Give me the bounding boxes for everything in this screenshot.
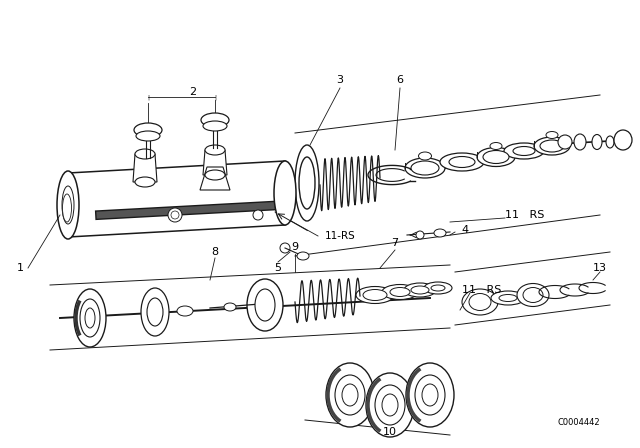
Ellipse shape (62, 186, 74, 224)
Text: 6: 6 (397, 75, 403, 85)
Ellipse shape (177, 306, 193, 316)
Polygon shape (133, 154, 157, 182)
Text: 11-RS: 11-RS (324, 231, 355, 241)
Ellipse shape (540, 140, 564, 152)
Polygon shape (200, 167, 230, 190)
Ellipse shape (404, 283, 436, 297)
Ellipse shape (422, 384, 438, 406)
Ellipse shape (440, 153, 484, 171)
Ellipse shape (363, 289, 387, 301)
Ellipse shape (224, 303, 236, 311)
Ellipse shape (534, 137, 570, 155)
Ellipse shape (295, 145, 319, 221)
Ellipse shape (434, 229, 446, 237)
Ellipse shape (342, 384, 358, 406)
Ellipse shape (491, 291, 525, 305)
Text: 11   RS: 11 RS (506, 210, 545, 220)
Ellipse shape (606, 136, 614, 148)
Text: |: | (214, 94, 216, 100)
Ellipse shape (390, 288, 410, 297)
Ellipse shape (134, 123, 162, 137)
Ellipse shape (57, 171, 79, 239)
Ellipse shape (255, 289, 275, 321)
Ellipse shape (135, 177, 155, 187)
Ellipse shape (201, 113, 229, 127)
Text: 5: 5 (275, 263, 282, 273)
Ellipse shape (141, 288, 169, 336)
Ellipse shape (299, 157, 315, 209)
Ellipse shape (326, 363, 374, 427)
Ellipse shape (74, 289, 106, 347)
Ellipse shape (523, 288, 543, 302)
Polygon shape (68, 161, 285, 237)
Ellipse shape (574, 134, 586, 150)
Ellipse shape (205, 145, 225, 155)
Ellipse shape (205, 170, 225, 180)
Ellipse shape (592, 134, 602, 150)
Ellipse shape (171, 211, 179, 219)
Ellipse shape (405, 158, 445, 178)
Ellipse shape (135, 149, 155, 159)
Ellipse shape (382, 394, 398, 416)
Text: 9: 9 (291, 242, 299, 252)
Ellipse shape (469, 293, 491, 310)
Ellipse shape (136, 131, 160, 141)
Text: |: | (147, 94, 149, 100)
Ellipse shape (80, 299, 100, 337)
Ellipse shape (449, 156, 475, 168)
Ellipse shape (415, 375, 445, 415)
Ellipse shape (424, 282, 452, 294)
Ellipse shape (168, 208, 182, 222)
Ellipse shape (483, 151, 509, 164)
Ellipse shape (274, 161, 296, 225)
Text: 13: 13 (593, 263, 607, 273)
Ellipse shape (477, 147, 515, 167)
Text: C0004442: C0004442 (557, 418, 600, 426)
Ellipse shape (431, 285, 445, 291)
Ellipse shape (297, 252, 309, 260)
Ellipse shape (375, 385, 405, 425)
Ellipse shape (614, 130, 632, 150)
Ellipse shape (280, 243, 290, 253)
Ellipse shape (85, 308, 95, 328)
Ellipse shape (462, 289, 498, 315)
Ellipse shape (253, 210, 263, 220)
Ellipse shape (546, 132, 558, 138)
Ellipse shape (366, 373, 414, 437)
Text: 2: 2 (189, 87, 196, 97)
Ellipse shape (356, 287, 394, 303)
Text: 4: 4 (461, 225, 468, 235)
Ellipse shape (406, 363, 454, 427)
Ellipse shape (203, 121, 227, 131)
Ellipse shape (419, 152, 431, 160)
Polygon shape (203, 150, 227, 175)
Text: 3: 3 (337, 75, 344, 85)
Ellipse shape (411, 286, 429, 294)
Text: 8: 8 (211, 247, 219, 257)
Ellipse shape (335, 375, 365, 415)
Ellipse shape (504, 143, 544, 159)
Ellipse shape (517, 284, 549, 306)
Ellipse shape (147, 298, 163, 326)
Ellipse shape (63, 194, 72, 222)
Text: 7: 7 (392, 238, 399, 248)
Ellipse shape (247, 279, 283, 331)
Ellipse shape (411, 161, 439, 175)
Ellipse shape (416, 231, 424, 239)
Ellipse shape (499, 294, 517, 302)
Text: 10: 10 (383, 427, 397, 437)
Ellipse shape (513, 146, 535, 155)
Ellipse shape (490, 142, 502, 150)
Ellipse shape (382, 284, 418, 300)
Ellipse shape (558, 135, 572, 149)
Text: 11   RS: 11 RS (462, 285, 502, 295)
Text: 1: 1 (17, 263, 24, 273)
